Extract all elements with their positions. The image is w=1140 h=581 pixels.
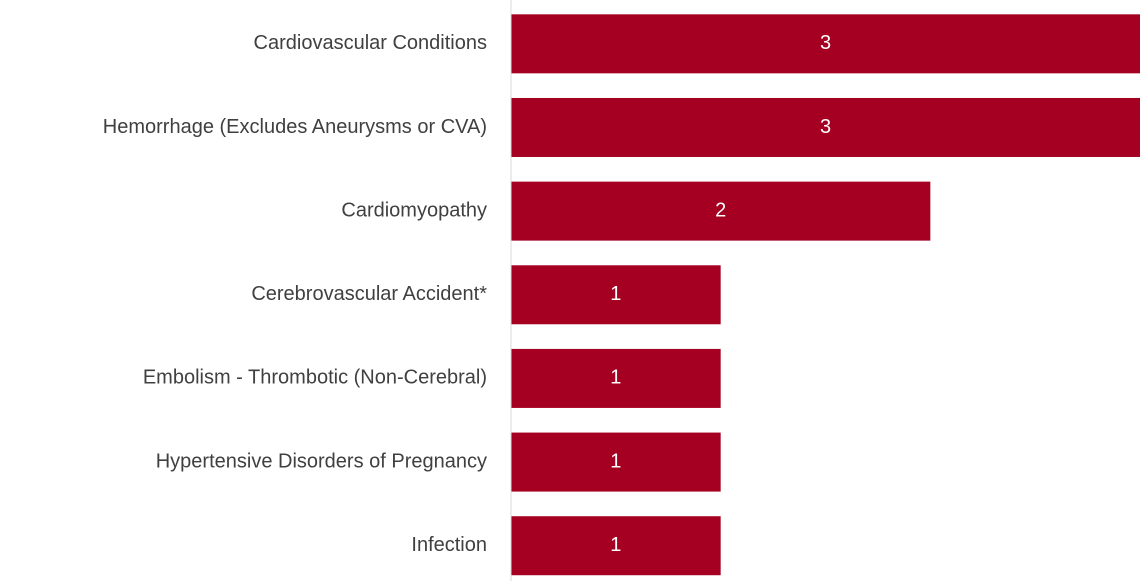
data-label: 3 bbox=[820, 32, 831, 54]
data-label: 1 bbox=[610, 534, 621, 556]
data-label: 1 bbox=[610, 367, 621, 389]
bar bbox=[511, 181, 931, 241]
y-tick-label: Embolism - Thrombotic (Non-Cerebral) bbox=[143, 367, 487, 389]
bar bbox=[511, 516, 721, 576]
bar bbox=[511, 348, 721, 408]
bar bbox=[511, 97, 1140, 157]
bar bbox=[511, 265, 721, 325]
y-tick-label: Cerebrovascular Accident* bbox=[251, 283, 487, 305]
bar bbox=[511, 432, 721, 492]
data-label: 1 bbox=[610, 450, 621, 472]
data-label: 1 bbox=[610, 283, 621, 305]
data-label: 2 bbox=[715, 199, 726, 221]
data-label: 3 bbox=[820, 116, 831, 138]
bar bbox=[511, 14, 1140, 74]
y-tick-label: Hemorrhage (Excludes Aneurysms or CVA) bbox=[103, 116, 487, 138]
y-tick-label: Infection bbox=[411, 534, 487, 556]
y-tick-label: Cardiomyopathy bbox=[341, 199, 487, 221]
y-tick-label: Cardiovascular Conditions bbox=[254, 32, 487, 54]
y-tick-label: Hypertensive Disorders of Pregnancy bbox=[156, 450, 487, 472]
